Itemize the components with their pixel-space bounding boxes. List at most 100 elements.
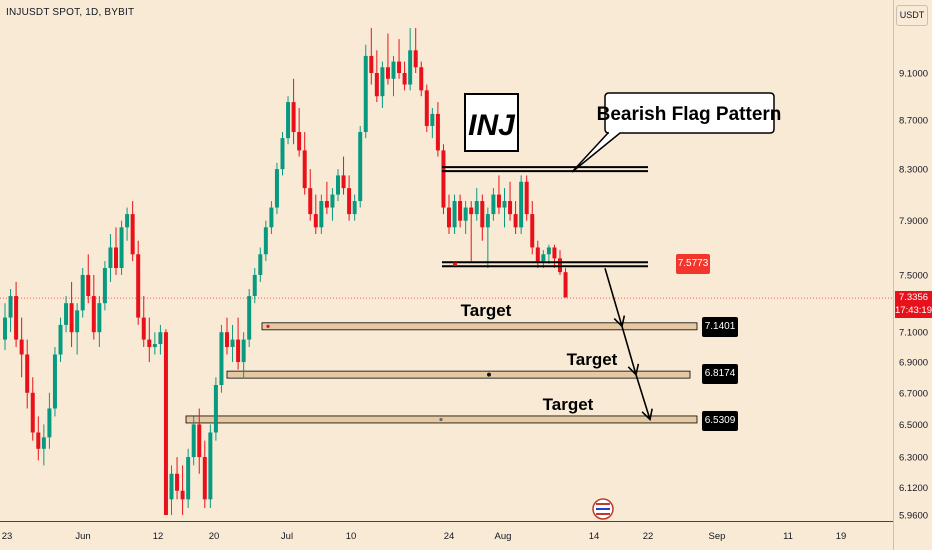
price-axis[interactable]: 9.1000 8.7000 8.3000 7.9000 7.5000 7.1000 6.90… [899,69,928,522]
candle-body [136,254,141,318]
time-axis[interactable]: 23 Jun 12 20 Jul 10 24 Aug 14 22 Sep 11 19 [2,531,847,542]
candle-body [236,339,241,363]
projection-arrow [621,326,637,375]
candle-body [274,169,279,208]
candle-body [380,67,385,97]
candle-body [363,55,368,133]
candle-body [302,150,307,189]
candle-body [441,150,446,208]
candle-body [447,207,451,228]
currency-label: USDT [899,10,925,20]
candle-body [213,384,218,433]
candle-body [435,113,440,151]
currency-button[interactable]: USDT [896,5,928,26]
candle-body [30,392,35,433]
candle-body [485,214,490,228]
target-price-label-2: 6.8174 [702,364,738,384]
candle-body [480,201,485,228]
ticker-box [464,93,519,152]
target-label-1: Target [461,301,512,320]
candle-body [219,332,224,385]
breakdown-price-label: 7.5773 [676,254,710,274]
flag-anchor-dot [453,262,457,267]
candle-body [424,90,429,126]
time-tick-label: 10 [346,531,357,542]
time-tick-label: Jun [75,531,90,542]
candle-body [247,296,252,340]
candle-body [14,296,19,340]
price-tick-label: 7.9000 [899,216,928,227]
candle-body [313,214,318,228]
projection-arrow [635,374,651,420]
time-tick-label: 12 [153,531,164,542]
time-tick-label: 19 [836,531,847,542]
target-zone-1[interactable] [261,322,698,331]
candle-body [152,344,157,348]
candle-body [180,490,185,500]
countdown-timer: 17:43:19 [895,305,932,316]
candle-body [8,296,13,318]
candle-body [319,201,324,228]
candle-body [352,201,357,215]
candle-body [385,67,390,79]
candle-body [158,332,163,345]
time-tick-label: 11 [783,531,793,542]
candle-body [341,175,346,189]
time-tick-label: 14 [589,531,600,542]
price-tick-label: 6.9000 [899,358,928,369]
candle-body [552,247,557,259]
candle-body [36,432,41,449]
candle-body [402,73,407,85]
price-tick-label: 7.1000 [899,328,928,339]
candle-body [513,214,518,228]
candle-body [291,102,296,133]
candle-body [263,227,268,255]
candle-body [97,303,102,333]
candle-body [91,296,96,333]
candle-body [491,194,496,215]
candle-body [563,272,568,298]
candle-body [469,207,474,215]
candle-body [64,303,69,325]
candle-body [19,339,24,355]
candle-body [458,201,463,221]
time-tick-label: 23 [2,531,13,542]
candle-body [258,254,263,275]
target-price-label-3: 6.5309 [702,411,738,431]
candle-body [80,274,85,311]
candle-body [413,50,418,68]
target-zone-2[interactable] [226,370,691,379]
candle-body [369,55,374,73]
candle-body [147,339,152,348]
current-price-badge: 7.3356 17:43:19 [895,291,932,318]
candle-body [336,175,340,195]
target-1-anchor-dot [266,324,270,328]
candle-body [130,214,135,255]
candle-body [241,339,246,363]
candle-body [519,181,524,228]
candle-body [452,201,457,228]
projection-arrows [604,268,653,422]
time-tick-label: Aug [495,531,512,542]
flag-emblem-icon [592,498,614,520]
candle-body [297,132,302,151]
callout-bubble [571,92,775,173]
candle-body [252,274,257,297]
candle-body [330,194,335,208]
candle-body [75,310,80,333]
candle-body [108,247,113,269]
candle-body [125,214,130,228]
candle-body [546,247,551,255]
candle-body [175,473,180,491]
candle-body [496,194,501,208]
time-tick-label: 24 [444,531,455,542]
candle-body [541,254,546,262]
candle-body [408,50,413,85]
ticker-text: INJ [468,109,516,142]
time-tick-label: Sep [709,531,726,542]
target-label-2: Target [567,350,618,369]
candle-body [391,61,396,79]
price-tick-label: 5.9600 [899,511,928,522]
candle-body [191,424,196,458]
